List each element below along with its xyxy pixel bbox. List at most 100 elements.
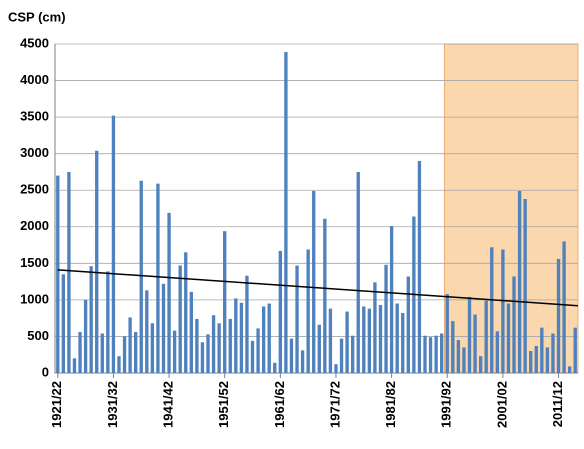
bar xyxy=(473,314,477,373)
bar xyxy=(134,332,138,373)
bar xyxy=(523,198,527,373)
bar xyxy=(273,362,277,373)
x-tick-label: 1991/92 xyxy=(439,381,454,428)
bar xyxy=(128,317,132,373)
bar xyxy=(495,331,499,373)
bar xyxy=(440,333,444,373)
y-tick-label: 0 xyxy=(42,364,49,379)
bar xyxy=(467,296,472,373)
bar xyxy=(239,302,244,373)
bar xyxy=(312,190,316,373)
bar xyxy=(362,306,366,373)
x-tick-label: 2011/12 xyxy=(550,381,565,427)
y-tick-label: 4000 xyxy=(20,72,49,87)
bar xyxy=(540,327,544,373)
bar xyxy=(401,313,405,373)
y-tick-label: 3500 xyxy=(20,109,49,124)
bar xyxy=(389,226,394,373)
bar xyxy=(278,250,283,373)
bar xyxy=(445,294,449,373)
x-tick-label: 1961/62 xyxy=(272,381,287,428)
bar xyxy=(478,356,483,373)
bar xyxy=(172,330,177,373)
bar xyxy=(490,247,494,373)
bar xyxy=(350,335,355,373)
bar xyxy=(67,171,71,373)
bar xyxy=(245,275,249,373)
bar xyxy=(195,318,199,373)
bar xyxy=(573,327,577,373)
bar xyxy=(223,231,227,373)
bar xyxy=(356,171,360,373)
highlight-region xyxy=(444,43,579,374)
y-tick-label: 3000 xyxy=(20,145,49,160)
bar xyxy=(334,364,338,373)
bar xyxy=(384,264,388,373)
x-tick-label: 1921/22 xyxy=(49,381,64,428)
x-tick-label: 2001/02 xyxy=(494,381,509,428)
bar xyxy=(145,290,149,373)
bar xyxy=(100,333,104,373)
bar xyxy=(529,351,533,373)
bar xyxy=(456,340,461,373)
bar xyxy=(56,175,60,373)
bar xyxy=(234,298,238,373)
bar xyxy=(289,338,294,373)
bar xyxy=(323,218,327,373)
bar xyxy=(484,300,488,373)
bar xyxy=(61,274,66,373)
bar xyxy=(139,180,143,373)
bar xyxy=(106,271,110,373)
bar xyxy=(111,115,116,373)
bar xyxy=(167,212,171,373)
bar xyxy=(567,366,572,373)
bar xyxy=(189,291,193,373)
y-axis-title: CSP (cm) xyxy=(8,9,66,24)
bar xyxy=(211,315,216,373)
x-tick-label: 1931/32 xyxy=(105,381,120,428)
bar xyxy=(228,318,232,373)
bar xyxy=(306,249,310,373)
bar xyxy=(267,303,271,373)
y-tick-label: 2500 xyxy=(20,182,49,197)
bar xyxy=(556,258,561,373)
bar xyxy=(451,321,455,373)
x-tick-label: 1971/72 xyxy=(327,381,342,428)
bar xyxy=(122,336,127,373)
bar xyxy=(295,265,299,373)
y-tick-label: 500 xyxy=(27,328,49,343)
bar xyxy=(423,335,427,373)
bar xyxy=(200,342,205,373)
x-tick-label: 1951/52 xyxy=(216,381,231,428)
bar xyxy=(178,265,182,373)
bar xyxy=(300,350,305,373)
y-tick-label: 1000 xyxy=(20,291,49,306)
bar xyxy=(117,356,121,373)
bar xyxy=(517,190,522,373)
bar xyxy=(206,334,210,373)
bar xyxy=(395,303,399,373)
x-tick-label: 1941/42 xyxy=(160,381,175,428)
bar xyxy=(161,283,166,373)
bar xyxy=(150,323,155,373)
bar xyxy=(72,358,77,373)
bar xyxy=(256,328,260,373)
bar xyxy=(156,183,160,373)
bar xyxy=(250,340,255,373)
bar xyxy=(562,241,566,373)
bar xyxy=(551,333,555,373)
y-tick-label: 1500 xyxy=(20,255,49,270)
bar xyxy=(328,308,333,373)
bar xyxy=(89,266,93,373)
bar xyxy=(406,276,410,373)
bar xyxy=(378,305,383,373)
bar xyxy=(95,150,99,373)
bar xyxy=(506,303,511,373)
y-tick-label: 4500 xyxy=(20,35,49,50)
bar xyxy=(367,308,372,373)
y-tick-label: 2000 xyxy=(20,218,49,233)
bar xyxy=(83,299,88,373)
bar xyxy=(261,306,266,373)
bar xyxy=(284,52,288,373)
